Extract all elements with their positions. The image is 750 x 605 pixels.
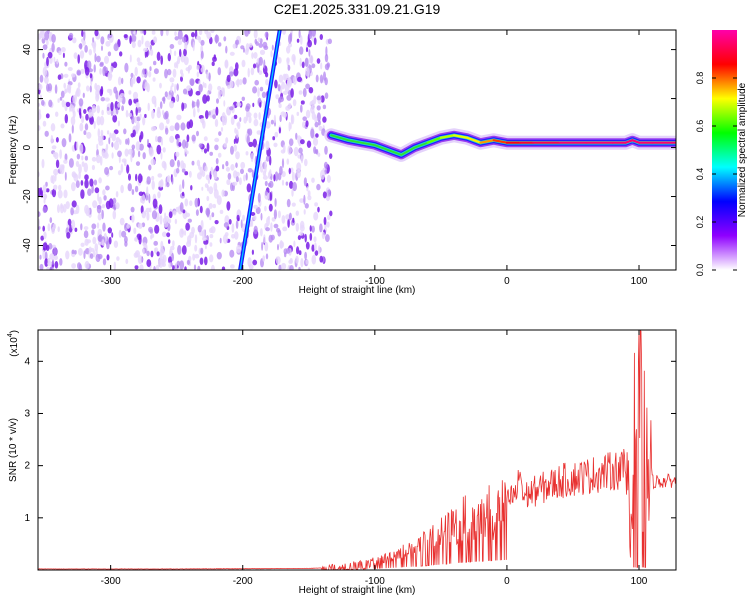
snr-y-tick-label: 2 [24,461,30,472]
spectrogram-y-tick-label: 20 [22,93,33,105]
svg-text:(x104): (x104) [7,330,20,357]
snr-frame [37,329,677,571]
snr-y-ticks: 1 2 3 4 [24,356,676,524]
snr-x-tick-label: 100 [631,576,648,587]
figure-title: C2E1.2025.331.09.21.G19 [274,1,441,17]
snr-scale-exponent: 4 [7,333,14,337]
spectrogram-x-ticks: -300 -200 -100 0 100 [101,30,648,287]
spectrogram-x-tick-label: 100 [631,276,648,287]
snr-y-tick-label: 4 [24,356,30,367]
colorbar-ticks: 0.0 0.2 0.4 0.6 0.8 [695,72,737,277]
signal-trace-segment [479,139,495,144]
signal-trace-segment [426,136,442,144]
spectrogram-frame [37,29,677,271]
snr-content [38,330,676,570]
spectrogram-x-tick-label: 0 [504,276,510,287]
colorbar-tick-label: 0.2 [695,216,705,229]
snr-scale-label: (x104) [7,330,20,357]
signal-trace-segment [624,139,634,144]
diagonal-trace-core [239,30,281,270]
spectrogram-content [38,30,676,270]
snr-scale-suffix: ) [9,330,20,333]
spectrogram-y-tick-label: 40 [22,44,33,56]
snr-scale-prefix: (x10 [9,337,20,357]
spectrogram-y-ticks: -40 -20 0 20 40 [22,44,676,253]
signal-trace-segment [452,134,469,139]
signal-trace-segment [439,134,456,139]
signal-trace-segment [492,139,509,144]
colorbar-gradient [712,30,737,270]
spectrogram-y-tick-label: -40 [22,238,33,253]
spectrogram-x-label: Height of straight line (km) [299,285,416,296]
snr-panel: -300 -200 -100 0 100 1 2 3 4 Height of straight… [7,329,677,596]
snr-y-tick-label: 3 [24,408,30,419]
spectrogram-x-tick-label: -200 [233,276,253,287]
colorbar-label: Normalized spectral amplitude [737,82,748,217]
snr-x-tick-label: -100 [365,576,385,587]
colorbar-tick-label: 0.0 [695,264,705,277]
snr-x-tick-label: -200 [233,576,253,587]
spectrogram-y-label: Frequency (Hz) [8,116,19,185]
spectrogram-x-tick-label: -300 [101,276,121,287]
snr-background [38,330,676,570]
snr-x-tick-label: -300 [101,576,121,587]
snr-series-line [38,330,676,570]
colorbar-tick-label: 0.6 [695,120,705,133]
snr-y-tick-label: 1 [24,513,30,524]
spectrogram-y-tick-label: -20 [22,189,33,204]
noise-region [38,30,333,270]
spectrogram-y-tick-label: 0 [22,144,33,150]
snr-x-label: Height of straight line (km) [299,585,416,596]
colorbar-tick-label: 0.8 [695,72,705,85]
spectrogram-x-tick-label: -100 [365,276,385,287]
colorbar: 0.0 0.2 0.4 0.6 0.8 Normalized spectral ampl… [695,30,748,276]
signal-trace-segment [466,136,482,144]
snr-x-ticks: -300 -200 -100 0 100 [101,330,648,587]
signal-trace-segment [631,139,641,144]
colorbar-tick-label: 0.4 [695,168,705,181]
snr-x-tick-label: 0 [504,576,510,587]
signal-trace-amplitude [426,134,676,144]
snr-y-label: SNR (10 * v/v) [8,418,19,482]
